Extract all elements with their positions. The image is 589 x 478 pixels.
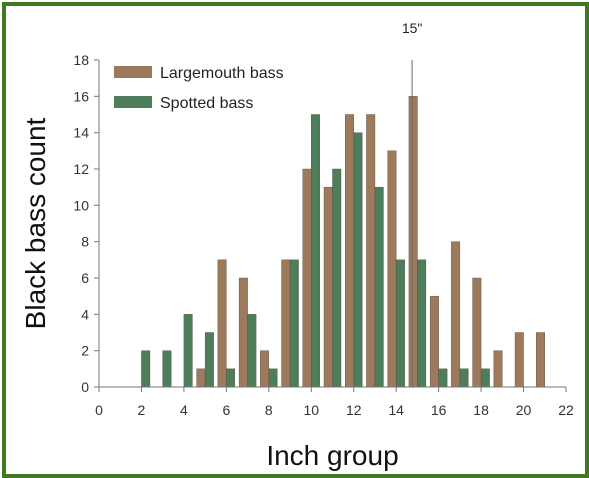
x-tick-label: 0 — [95, 402, 103, 418]
bar-largemouth — [281, 259, 291, 388]
bar-spotted — [480, 368, 490, 388]
legend: Largemouth bass Spotted bass — [114, 65, 284, 112]
x-tick-label: 6 — [222, 402, 230, 418]
bar-largemouth — [536, 332, 545, 388]
bar-largemouth — [429, 295, 439, 388]
bar-largemouth — [217, 259, 227, 388]
bar-spotted — [183, 314, 193, 388]
bar-largemouth — [260, 350, 270, 388]
x-tick-label: 8 — [265, 402, 273, 418]
x-ticks: 0 2 4 6 8 10 12 14 16 18 20 22 — [95, 387, 574, 418]
bar-largemouth — [345, 114, 354, 388]
legend-swatch-spotted — [114, 96, 152, 108]
y-tick-label: 2 — [81, 343, 89, 359]
bar-spotted — [353, 132, 363, 388]
x-tick-label: 18 — [473, 402, 489, 418]
x-tick-label: 2 — [138, 402, 146, 418]
bar-spotted — [311, 114, 320, 388]
bar-largemouth — [408, 96, 418, 388]
bar-spotted — [332, 168, 342, 388]
bar-largemouth — [451, 241, 461, 388]
bar-spotted — [374, 186, 384, 388]
legend-swatch-largemouth — [114, 66, 152, 78]
y-tick-label: 6 — [81, 270, 89, 286]
x-tick-label: 12 — [346, 402, 362, 418]
x-tick-label: 22 — [558, 402, 574, 418]
bar-spotted — [289, 259, 299, 388]
reference-line-label: 15" — [402, 20, 423, 36]
x-tick-label: 10 — [303, 402, 319, 418]
bar-largemouth — [493, 350, 503, 388]
y-tick-label: 14 — [73, 125, 89, 141]
bars-layer — [141, 96, 545, 388]
legend-label-largemouth: Largemouth bass — [160, 65, 284, 82]
bar-spotted — [247, 314, 257, 388]
y-tick-label: 12 — [73, 161, 89, 177]
bar-spotted — [226, 368, 236, 388]
bar-spotted — [395, 259, 405, 388]
y-tick-label: 10 — [73, 197, 89, 213]
bar-spotted — [162, 350, 172, 388]
x-tick-label: 4 — [180, 402, 188, 418]
bar-largemouth — [472, 277, 482, 388]
x-tick-label: 16 — [431, 402, 447, 418]
y-axis-title: Black bass count — [20, 117, 51, 329]
bar-largemouth — [514, 332, 524, 388]
bar-spotted — [438, 368, 448, 388]
bar-spotted — [204, 332, 214, 388]
x-tick-label: 20 — [516, 402, 532, 418]
bar-largemouth — [323, 186, 333, 388]
bar-spotted — [268, 368, 278, 388]
bar-largemouth — [238, 277, 248, 388]
bar-spotted — [141, 350, 151, 388]
bar-spotted — [417, 259, 427, 388]
bar-largemouth — [196, 368, 206, 388]
y-ticks: 0 2 4 6 8 10 12 14 16 18 — [73, 52, 99, 395]
y-tick-label: 8 — [81, 234, 89, 250]
y-tick-label: 4 — [81, 306, 89, 322]
y-tick-label: 0 — [81, 379, 89, 395]
x-tick-label: 14 — [388, 402, 404, 418]
y-tick-label: 16 — [73, 88, 89, 104]
bar-spotted — [459, 368, 469, 388]
y-tick-label: 18 — [73, 52, 89, 68]
legend-label-spotted: Spotted bass — [160, 95, 253, 112]
bar-largemouth — [366, 114, 376, 388]
bar-largemouth — [387, 150, 397, 388]
x-axis-title: Inch group — [266, 440, 398, 471]
bar-largemouth — [302, 168, 312, 388]
